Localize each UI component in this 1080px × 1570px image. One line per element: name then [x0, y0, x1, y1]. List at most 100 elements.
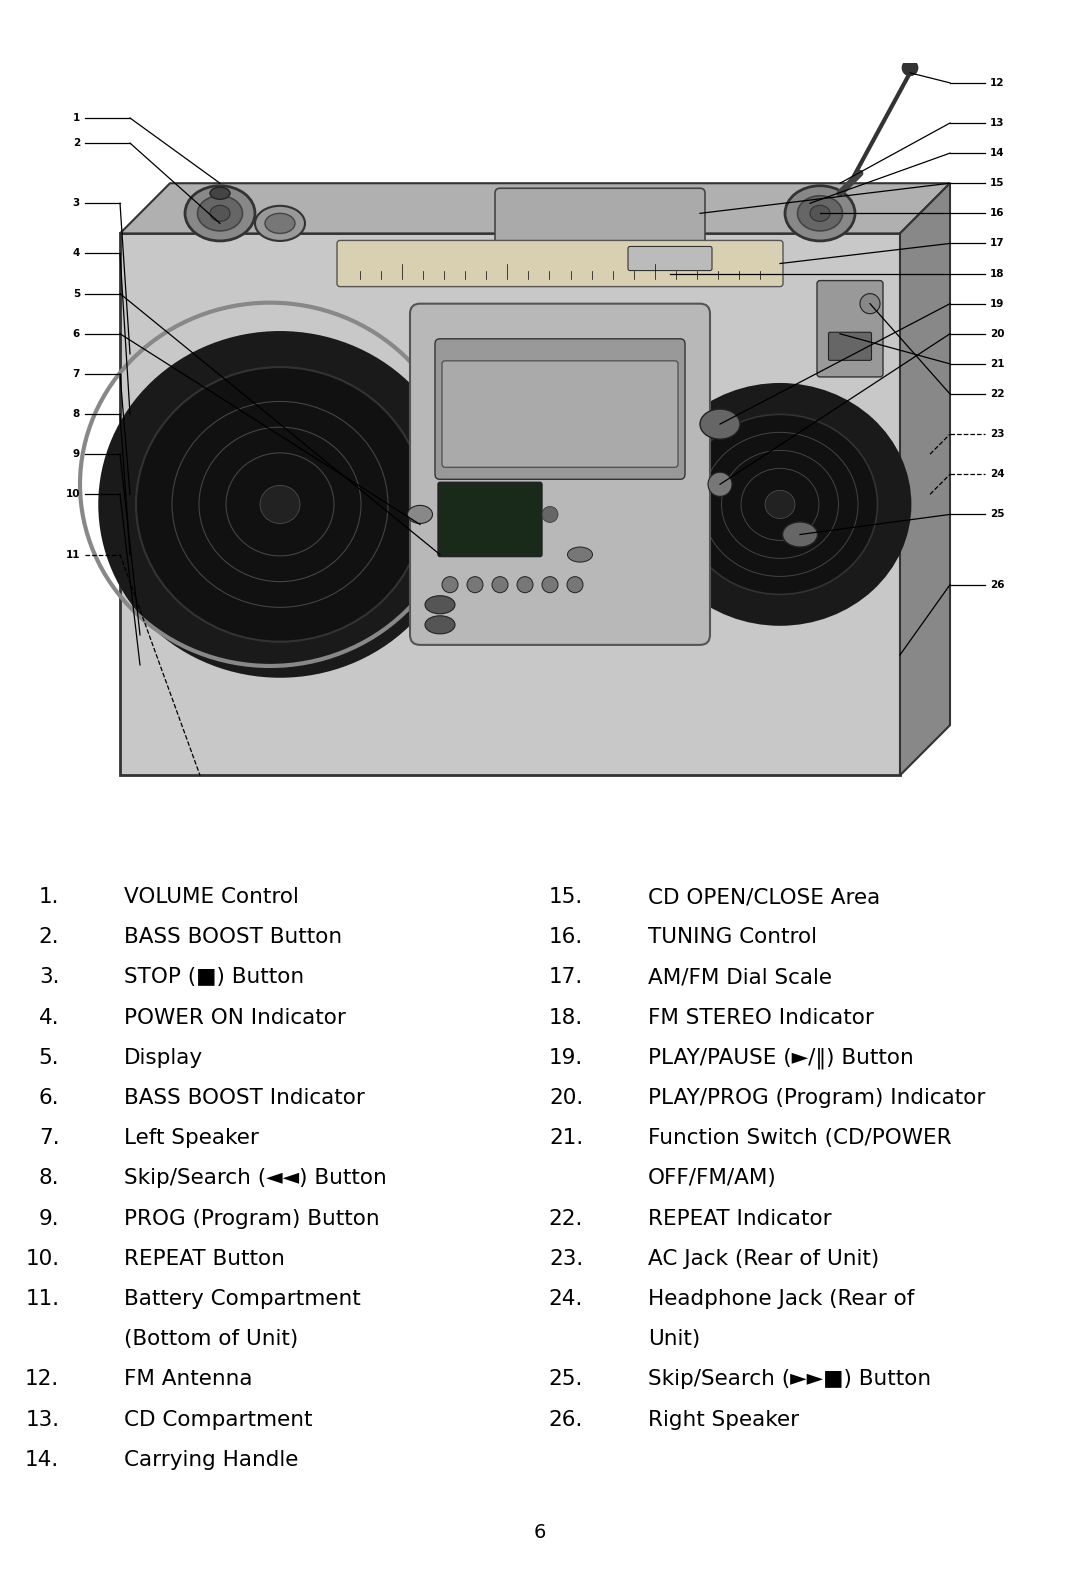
Text: REPEAT Indicator: REPEAT Indicator	[648, 1209, 832, 1229]
Ellipse shape	[185, 185, 255, 240]
Polygon shape	[120, 234, 900, 776]
Text: 6: 6	[72, 328, 80, 339]
Text: AM/FM Dial Scale: AM/FM Dial Scale	[648, 967, 832, 988]
FancyBboxPatch shape	[828, 333, 872, 361]
Text: TUNING Control: TUNING Control	[648, 928, 816, 947]
Text: FM Antenna: FM Antenna	[124, 1369, 253, 1389]
Text: 12: 12	[990, 78, 1004, 88]
Ellipse shape	[683, 414, 877, 595]
Text: 18.: 18.	[549, 1008, 583, 1028]
Text: 3: 3	[72, 198, 80, 209]
Text: BASS BOOST Button: BASS BOOST Button	[124, 928, 342, 947]
Text: PROG (Program) Button: PROG (Program) Button	[124, 1209, 380, 1229]
Text: 2.: 2.	[39, 928, 59, 947]
Text: 19: 19	[990, 298, 1004, 309]
Text: CD Compartment: CD Compartment	[124, 1410, 313, 1430]
Text: 15: 15	[990, 179, 1004, 188]
Text: 15.: 15.	[549, 887, 583, 907]
Text: 16: 16	[990, 209, 1004, 218]
Text: 21: 21	[990, 360, 1004, 369]
Text: 17.: 17.	[549, 967, 583, 988]
Text: AC Jack (Rear of Unit): AC Jack (Rear of Unit)	[648, 1248, 879, 1269]
Text: 2: 2	[72, 138, 80, 148]
Text: PLAY/PAUSE (►/‖) Button: PLAY/PAUSE (►/‖) Button	[648, 1047, 914, 1069]
Polygon shape	[120, 184, 950, 234]
Circle shape	[442, 576, 458, 593]
Text: POWER ON Indicator: POWER ON Indicator	[124, 1008, 346, 1028]
Text: 12.: 12.	[25, 1369, 59, 1389]
Text: LOCATION OF CONTROLS: LOCATION OF CONTROLS	[347, 20, 733, 47]
Circle shape	[542, 576, 558, 593]
Ellipse shape	[650, 385, 910, 625]
Text: Display: Display	[124, 1047, 203, 1068]
Ellipse shape	[255, 206, 305, 240]
Text: Skip/Search (◄◄) Button: Skip/Search (◄◄) Button	[124, 1168, 387, 1188]
Text: 11.: 11.	[25, 1289, 59, 1309]
Ellipse shape	[785, 185, 855, 240]
FancyBboxPatch shape	[816, 281, 883, 377]
Text: 24.: 24.	[549, 1289, 583, 1309]
Text: STOP (■) Button: STOP (■) Button	[124, 967, 305, 988]
Text: 19.: 19.	[549, 1047, 583, 1068]
Text: 22: 22	[990, 389, 1004, 399]
Text: 26.: 26.	[549, 1410, 583, 1430]
Text: VOLUME Control: VOLUME Control	[124, 887, 299, 907]
Text: 13: 13	[990, 118, 1004, 129]
Ellipse shape	[198, 196, 243, 231]
Ellipse shape	[136, 367, 424, 642]
Text: 25.: 25.	[549, 1369, 583, 1389]
Text: 4: 4	[72, 248, 80, 259]
Circle shape	[708, 473, 732, 496]
Text: Skip/Search (►►■) Button: Skip/Search (►►■) Button	[648, 1369, 931, 1389]
FancyBboxPatch shape	[337, 240, 783, 287]
Text: Battery Compartment: Battery Compartment	[124, 1289, 361, 1309]
Text: FM STEREO Indicator: FM STEREO Indicator	[648, 1008, 874, 1028]
Text: REPEAT Button: REPEAT Button	[124, 1248, 285, 1269]
Text: 6: 6	[534, 1523, 546, 1542]
Text: BASS BOOST Indicator: BASS BOOST Indicator	[124, 1088, 365, 1108]
Text: 23: 23	[990, 429, 1004, 440]
Ellipse shape	[265, 214, 295, 234]
Text: 5: 5	[72, 289, 80, 298]
Text: 8: 8	[72, 410, 80, 419]
Ellipse shape	[426, 595, 455, 614]
FancyBboxPatch shape	[438, 482, 542, 557]
Text: 8.: 8.	[39, 1168, 59, 1188]
Text: 14: 14	[990, 148, 1004, 159]
Text: Carrying Handle: Carrying Handle	[124, 1449, 298, 1470]
Ellipse shape	[260, 485, 300, 523]
Circle shape	[467, 576, 483, 593]
Text: 14.: 14.	[25, 1449, 59, 1470]
Ellipse shape	[210, 206, 230, 221]
Text: 20.: 20.	[549, 1088, 583, 1108]
Ellipse shape	[700, 410, 740, 440]
FancyBboxPatch shape	[410, 303, 710, 645]
Text: 17: 17	[990, 239, 1004, 248]
Text: 1.: 1.	[39, 887, 59, 907]
Text: PLAY/PROG (Program) Indicator: PLAY/PROG (Program) Indicator	[648, 1088, 985, 1108]
Text: 25: 25	[990, 509, 1004, 520]
Text: 4.: 4.	[39, 1008, 59, 1028]
FancyBboxPatch shape	[627, 246, 712, 270]
Circle shape	[517, 576, 534, 593]
Text: OFF/FM/AM): OFF/FM/AM)	[648, 1168, 777, 1188]
Text: 1: 1	[72, 113, 80, 122]
Ellipse shape	[783, 521, 818, 546]
Text: 11: 11	[66, 550, 80, 559]
Text: 5.: 5.	[39, 1047, 59, 1068]
Text: Unit): Unit)	[648, 1330, 700, 1349]
Ellipse shape	[567, 546, 593, 562]
Text: 26: 26	[990, 579, 1004, 590]
Text: 6.: 6.	[39, 1088, 59, 1108]
Circle shape	[542, 507, 558, 523]
Text: 9.: 9.	[39, 1209, 59, 1229]
Text: 24: 24	[990, 469, 1004, 479]
Text: 10.: 10.	[25, 1248, 59, 1269]
Ellipse shape	[210, 187, 230, 199]
Text: 7: 7	[72, 369, 80, 378]
FancyBboxPatch shape	[495, 188, 705, 259]
Text: 10: 10	[66, 490, 80, 499]
Text: (Bottom of Unit): (Bottom of Unit)	[124, 1330, 298, 1349]
Ellipse shape	[810, 206, 831, 221]
Circle shape	[567, 576, 583, 593]
